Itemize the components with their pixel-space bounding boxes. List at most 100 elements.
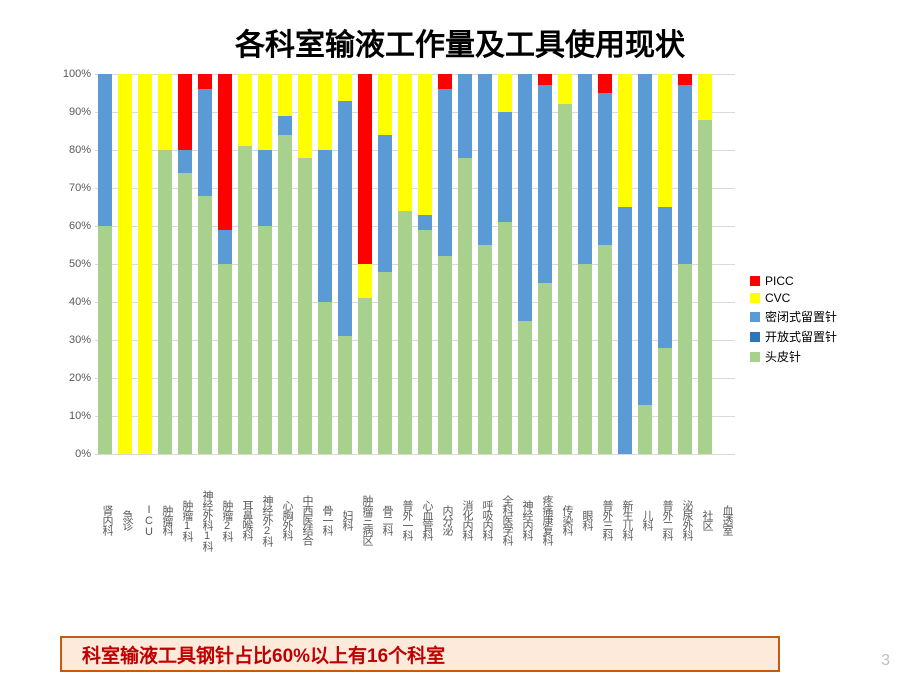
bar-column <box>555 74 575 454</box>
bar-segment <box>278 116 292 135</box>
x-tick-label: 肿瘤科 <box>155 460 175 580</box>
x-tick-label: 全科医学科 <box>495 460 515 580</box>
bar-segment <box>478 74 492 245</box>
bar-segment <box>658 74 672 207</box>
bar-segment <box>538 74 552 85</box>
x-tick-label: 肿瘤1科 <box>175 460 195 580</box>
legend-swatch <box>750 332 760 342</box>
y-tick-label: 80% <box>69 144 91 156</box>
bar-segment <box>258 150 272 226</box>
bar-segment <box>578 74 592 264</box>
x-tick-label: 普外一科 <box>395 460 415 580</box>
remark-text: 科室输液工具钢针占比60%以上有16个科室 <box>82 641 445 668</box>
legend-item: 密闭式留置针 <box>750 308 837 325</box>
remark-box: 科室输液工具钢针占比60%以上有16个科室 <box>60 636 780 672</box>
bar-column <box>255 74 275 454</box>
bar-column <box>235 74 255 454</box>
bar-segment <box>498 74 512 112</box>
x-tick-label: 消化内科 <box>455 460 475 580</box>
bar-segment <box>338 101 352 337</box>
x-tick-label: 心胸外科 <box>275 460 295 580</box>
bar-column <box>535 74 555 454</box>
x-tick-label: 眼科 <box>575 460 595 580</box>
bar-segment <box>218 264 232 454</box>
bar-segment <box>318 150 332 302</box>
x-tick-label: 骨一科 <box>315 460 335 580</box>
bar-segment <box>318 74 332 150</box>
bar-segment <box>678 74 692 85</box>
bar-segment <box>418 215 432 230</box>
bar-segment <box>618 207 632 454</box>
x-tick-label: 泌尿外科 <box>675 460 695 580</box>
y-tick-label: 20% <box>69 372 91 384</box>
bar-segment <box>598 93 612 245</box>
bar-segment <box>178 74 192 150</box>
bar-segment <box>338 336 352 454</box>
bar-segment <box>618 74 632 207</box>
x-tick-label: 耳鼻喉科 <box>235 460 255 580</box>
bar-segment <box>498 222 512 454</box>
bar-segment <box>178 173 192 454</box>
legend-swatch <box>750 352 760 362</box>
bar-segment <box>418 74 432 215</box>
bar-segment <box>598 74 612 93</box>
bar-column <box>595 74 615 454</box>
x-tick-label: 神经内科 <box>515 460 535 580</box>
x-tick-label: ICU <box>135 460 155 580</box>
page-number: 3 <box>881 652 890 670</box>
x-tick-label: 血透室 <box>715 460 735 580</box>
bar-segment <box>558 104 572 454</box>
bar-column <box>495 74 515 454</box>
bar-column <box>415 74 435 454</box>
bar-column <box>435 74 455 454</box>
bar-segment <box>318 302 332 454</box>
bar-segment <box>278 74 292 116</box>
bar-segment <box>598 245 612 454</box>
legend-item: 头皮针 <box>750 348 837 365</box>
plot-area <box>95 74 735 454</box>
bar-column <box>475 74 495 454</box>
x-tick-label: 中西医结合 <box>295 460 315 580</box>
bar-segment <box>298 74 312 158</box>
bar-segment <box>398 211 412 454</box>
x-tick-label: 疼痛康复科 <box>535 460 555 580</box>
bar-column <box>635 74 655 454</box>
bar-segment <box>298 158 312 454</box>
bar-segment <box>158 150 172 454</box>
bar-segment <box>678 85 692 264</box>
bar-column <box>95 74 115 454</box>
bar-segment <box>578 264 592 454</box>
x-tick-label: 妇科 <box>335 460 355 580</box>
bar-segment <box>278 135 292 454</box>
bar-segment <box>258 226 272 454</box>
legend-item: PICC <box>750 274 837 288</box>
x-tick-label: 社区 <box>695 460 715 580</box>
y-tick-label: 50% <box>69 258 91 270</box>
bar-segment <box>538 85 552 283</box>
x-tick-label: 普外三科 <box>595 460 615 580</box>
y-tick-label: 100% <box>63 68 91 80</box>
x-tick-label: 肾内科 <box>95 460 115 580</box>
bar-segment <box>658 348 672 454</box>
bar-segment <box>658 207 672 348</box>
bar-column <box>275 74 295 454</box>
bar-column <box>135 74 155 454</box>
x-tick-label: 普外二科 <box>655 460 675 580</box>
bar-segment <box>138 74 152 454</box>
y-tick-label: 60% <box>69 220 91 232</box>
bar-column <box>695 74 715 454</box>
legend-swatch <box>750 293 760 303</box>
bar-segment <box>158 74 172 150</box>
bar-segment <box>118 74 132 454</box>
bar-segment <box>358 298 372 454</box>
bar-segment <box>218 74 232 230</box>
bar-segment <box>358 264 372 298</box>
bar-segment <box>698 120 712 454</box>
bar-segment <box>238 146 252 454</box>
legend-label: 头皮针 <box>765 348 801 365</box>
bar-segment <box>638 405 652 454</box>
legend-label: CVC <box>765 291 790 305</box>
legend-swatch <box>750 312 760 322</box>
bar-column <box>355 74 375 454</box>
bar-segment <box>198 89 212 195</box>
